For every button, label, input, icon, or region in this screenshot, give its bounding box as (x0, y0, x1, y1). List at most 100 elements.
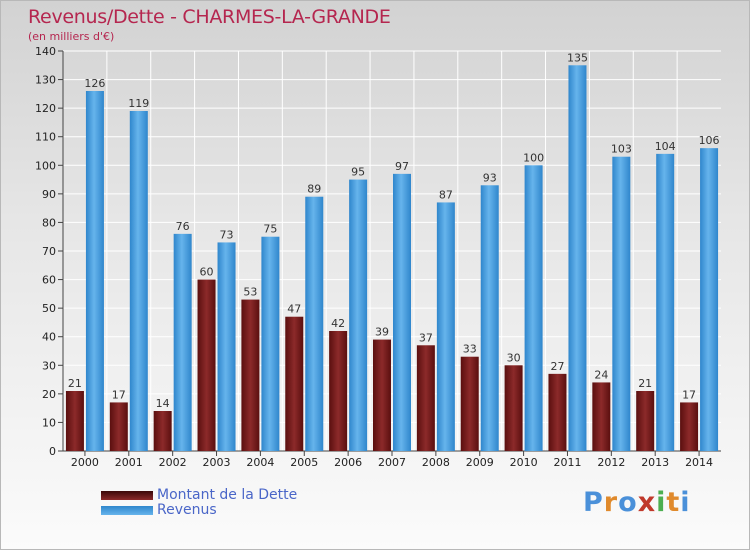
bar-debt (416, 345, 435, 451)
bar-revenue (700, 148, 719, 451)
data-label-revenue: 75 (263, 223, 277, 236)
logo-letter: i (680, 487, 691, 518)
y-tick-label: 20 (42, 388, 56, 401)
data-label-debt: 21 (68, 377, 82, 390)
data-label-debt: 17 (682, 388, 696, 401)
x-tick-label: 2010 (510, 456, 538, 469)
x-tick-label: 2006 (334, 456, 362, 469)
data-label-revenue: 89 (307, 183, 321, 196)
y-tick-label: 50 (42, 302, 56, 315)
x-tick-label: 2004 (246, 456, 274, 469)
grid-lines (63, 50, 721, 452)
bar-debt (65, 391, 84, 451)
x-tick-label: 2008 (422, 456, 450, 469)
data-label-revenue: 104 (655, 140, 676, 153)
bar-revenue (524, 165, 543, 452)
data-label-debt: 53 (243, 286, 257, 299)
data-label-revenue: 97 (395, 160, 409, 173)
legend-swatch-revenue (101, 506, 153, 515)
bar-debt (636, 391, 655, 451)
bar-revenue (656, 153, 675, 451)
y-tick-label: 90 (42, 188, 56, 201)
y-tick-label: 110 (35, 131, 56, 144)
data-label-debt: 37 (419, 331, 433, 344)
data-label-revenue: 106 (699, 134, 720, 147)
bar-debt (241, 299, 260, 451)
data-label-revenue: 93 (483, 171, 497, 184)
proxiti-logo: Proxiti (583, 487, 691, 518)
bar-debt (504, 365, 523, 451)
x-tick-label: 2001 (115, 456, 143, 469)
data-label-revenue: 135 (567, 51, 588, 64)
data-label-debt: 47 (287, 303, 301, 316)
bar-debt (197, 279, 216, 451)
y-tick-label: 140 (35, 45, 56, 58)
data-label-revenue: 95 (351, 166, 365, 179)
y-tick-label: 10 (42, 416, 56, 429)
chart-title: Revenus/Dette - CHARMES-LA-GRANDE (28, 6, 391, 28)
legend-label-revenue: Revenus (157, 502, 217, 518)
bar-revenue (173, 233, 192, 451)
x-tick-label: 2005 (290, 456, 318, 469)
data-label-debt: 30 (507, 351, 521, 364)
bar-debt (109, 402, 128, 451)
logo-letter: t (666, 487, 681, 518)
y-tick-label: 130 (35, 74, 56, 87)
logo-letter: o (618, 487, 638, 518)
y-tick-label: 40 (42, 331, 56, 344)
x-tick-label: 2007 (378, 456, 406, 469)
axes: 0 10 20 30 40 50 60 70 80 90 100 110 120 130 140 2000 20… (35, 45, 721, 469)
x-tick-label: 2012 (597, 456, 625, 469)
bar-revenue (349, 179, 368, 452)
legend-label-debt: Montant de la Dette (157, 487, 298, 503)
data-label-debt: 60 (200, 266, 214, 279)
logo-letter: P (583, 487, 604, 518)
bar-debt (153, 411, 172, 451)
data-label-debt: 17 (112, 388, 126, 401)
data-labels: 21 126 17 119 14 76 60 73 53 75 47 89 42 95 39 97 37 87 33… (68, 51, 720, 410)
bar-debt (548, 373, 567, 451)
data-label-debt: 24 (594, 368, 608, 381)
logo-letter: i (656, 487, 667, 518)
chart-unit-label: (en milliers d'€) (28, 30, 115, 43)
x-tick-label: 2009 (466, 456, 494, 469)
y-tick-label: 120 (35, 102, 56, 115)
x-tick-label: 2000 (71, 456, 99, 469)
data-label-revenue: 119 (128, 97, 149, 110)
bar-revenue (85, 91, 104, 451)
data-label-revenue: 73 (220, 228, 234, 241)
data-label-debt: 27 (550, 360, 564, 373)
data-label-revenue: 103 (611, 143, 632, 156)
bar-debt (285, 316, 304, 451)
bar-revenue (129, 111, 148, 451)
bar-debt (680, 402, 699, 451)
y-tick-label: 0 (49, 445, 56, 458)
bar-debt (460, 356, 479, 451)
bar-debt (373, 339, 391, 451)
bar-revenue (612, 156, 631, 451)
x-tick-label: 2002 (159, 456, 187, 469)
bar-revenue (480, 185, 499, 452)
data-label-revenue: 87 (439, 188, 453, 201)
data-label-revenue: 126 (84, 77, 105, 90)
logo-letter: x (637, 487, 657, 518)
bar-revenue (393, 173, 411, 451)
legend-swatch-debt (101, 491, 153, 500)
x-tick-label: 2003 (203, 456, 231, 469)
x-tick-label: 2014 (685, 456, 713, 469)
data-label-debt: 33 (463, 343, 477, 356)
x-tick-label: 2011 (553, 456, 581, 469)
bar-revenue (568, 65, 587, 452)
y-tick-label: 100 (35, 159, 56, 172)
bar-revenue (217, 242, 236, 451)
data-label-debt: 42 (331, 317, 345, 330)
y-tick-label: 60 (42, 274, 56, 287)
y-tick-label: 80 (42, 216, 56, 229)
data-label-revenue: 100 (523, 151, 544, 164)
bar-revenue (436, 202, 455, 451)
bars (65, 65, 719, 452)
data-label-revenue: 76 (176, 220, 190, 233)
bar-revenue (305, 196, 324, 451)
